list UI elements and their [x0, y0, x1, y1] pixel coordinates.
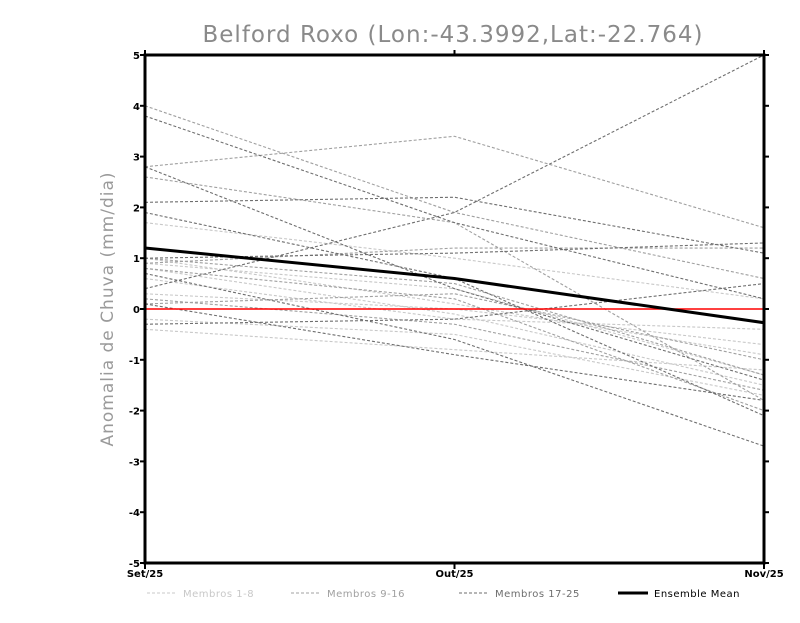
member-series-line-24 — [144, 303, 765, 401]
member-series-line-1 — [144, 222, 765, 300]
member-series-line-14 — [144, 257, 765, 376]
member-series-line-9 — [144, 105, 765, 280]
y-tick-label: -3 — [129, 457, 140, 468]
member-series-line-3 — [144, 267, 765, 386]
y-tick-label: 5 — [133, 51, 140, 62]
member-series-line-18 — [144, 166, 765, 381]
member-series-group — [144, 54, 765, 447]
y-axis-label: Anomalia de Chuva (mm/dia) — [98, 171, 118, 446]
y-tick-label: 4 — [133, 102, 140, 113]
legend-label-4: Ensemble Mean — [654, 589, 740, 600]
member-series-line-19 — [144, 196, 765, 254]
member-series-line-4 — [144, 318, 765, 396]
y-axis: -5 -4 -3 -2 -1 0 1 2 3 4 5 — [129, 51, 769, 570]
y-tick-label: -4 — [129, 508, 140, 519]
legend: Membros 1-8 Membros 9-16 Membros 17-25 Ense… — [147, 589, 740, 600]
member-series-line-15 — [144, 298, 765, 391]
member-series-line-23 — [144, 272, 765, 447]
legend-label-3: Membros 17-25 — [495, 589, 580, 600]
y-tick-label: 3 — [133, 153, 140, 164]
member-series-line-25 — [144, 283, 765, 325]
chart-title: Belford Roxo (Lon:-43.3992,Lat:-22.764) — [203, 22, 704, 48]
member-series-line-17 — [144, 115, 765, 300]
member-series-line-16 — [144, 267, 765, 412]
ensemble-mean-line — [144, 246, 765, 325]
y-tick-label: -1 — [129, 356, 140, 367]
member-series-line-22 — [144, 242, 765, 259]
plot-area: -5 -4 -3 -2 -1 0 1 2 3 4 5 Set/25 Out/25 Nov/25 — [127, 50, 784, 580]
member-series-line-12 — [144, 247, 764, 264]
y-tick-label: 2 — [133, 203, 140, 214]
legend-label-1: Membros 1-8 — [183, 589, 254, 600]
y-tick-label: -2 — [129, 407, 140, 418]
member-series-line-8 — [144, 277, 765, 330]
y-tick-label: 1 — [133, 254, 140, 265]
member-series-line-13 — [144, 293, 765, 361]
y-tick-label: 0 — [133, 305, 140, 316]
legend-label-2: Membros 9-16 — [327, 589, 405, 600]
y-tick-label: -5 — [129, 559, 140, 570]
x-tick-label: Out/25 — [436, 569, 474, 580]
x-axis: Set/25 Out/25 Nov/25 — [127, 50, 784, 580]
x-tick-label: Nov/25 — [744, 569, 783, 580]
x-tick-label: Set/25 — [127, 569, 163, 580]
member-series-line-10 — [144, 135, 765, 229]
member-series-line-7 — [144, 293, 765, 346]
member-series-line-21 — [144, 54, 765, 290]
member-series-line-5 — [144, 328, 765, 371]
